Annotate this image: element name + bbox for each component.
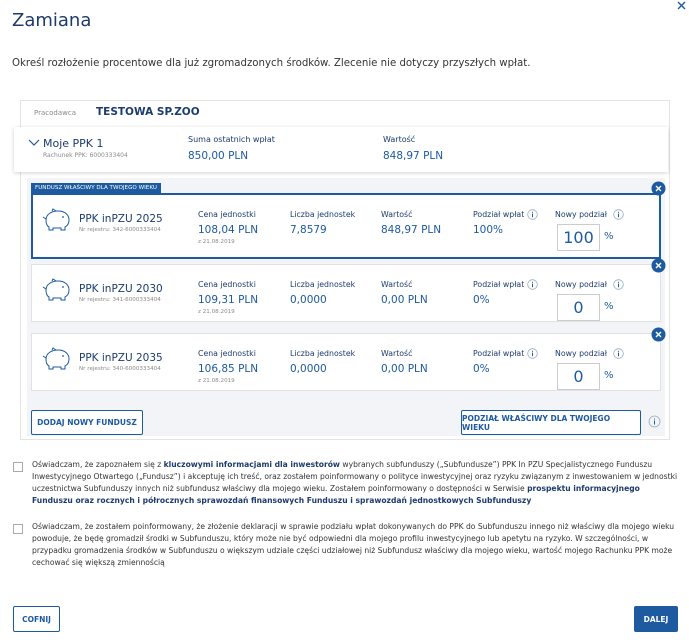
- percent-unit: %: [604, 370, 614, 381]
- fund-name: PPK inPZU 2030: [79, 283, 163, 295]
- consent-link[interactable]: prospektu informacyjnego Funduszu oraz r…: [32, 484, 640, 505]
- percent-unit: %: [604, 301, 614, 312]
- fund-name: PPK inPZU 2025: [79, 213, 163, 225]
- piggy-icon: [42, 347, 70, 370]
- fund-column-label: Nowy podział: [555, 349, 607, 358]
- price-date: z 21.08.2019: [198, 309, 235, 315]
- sum-label: Suma ostatnich wpłat: [188, 135, 275, 144]
- account-value: 848,97 PLN: [383, 150, 444, 162]
- close-button[interactable]: [676, 0, 687, 11]
- info-icon[interactable]: [648, 415, 661, 428]
- fund-column-label: Nowy podział: [555, 210, 607, 219]
- fund-column-value: 848,97 PLN: [381, 224, 442, 236]
- new-split-input[interactable]: 0: [557, 363, 600, 390]
- employer-label: Pracodawca: [34, 109, 76, 117]
- fund-column-label: Liczba jednostek: [290, 280, 356, 289]
- fund-column-label: Podział wpłat: [473, 210, 525, 219]
- fund-column-value: 109,31 PLN: [198, 294, 259, 306]
- fund-column-label: Podział wpłat: [473, 280, 525, 289]
- consent-checkbox[interactable]: [13, 524, 23, 534]
- account-name: Moje PPK 1: [43, 137, 104, 150]
- fund-column-value: 0%: [473, 294, 490, 306]
- piggy-icon: [42, 208, 70, 231]
- expand-chevron[interactable]: [28, 139, 40, 147]
- remove-fund-button[interactable]: [651, 258, 666, 273]
- consent-text: Oświadczam, że zapoznałem się z kluczowy…: [32, 459, 680, 507]
- back-button[interactable]: COFNIJ: [13, 606, 60, 632]
- fund-name: PPK inPZU 2035: [79, 352, 163, 364]
- fund-column-value: 0,0000: [290, 294, 327, 306]
- fund-column-value: 0,00 PLN: [381, 363, 428, 375]
- consent-text-part: wybranych subfunduszy („Subfundusze”) PP…: [32, 460, 678, 493]
- fund-register: Nr rejestru: 341-6000333404: [79, 297, 161, 303]
- fund-column-label: Cena jednostki: [198, 210, 256, 219]
- account-number: Rachunek PPK: 6000333404: [43, 152, 128, 159]
- info-icon[interactable]: [613, 348, 624, 359]
- fund-register: Nr rejestru: 340-6000333404: [79, 366, 161, 372]
- age-fund-badge: FUNDUSZ WŁAŚCIWY DLA TWOJEGO WIEKU: [31, 183, 161, 194]
- info-icon[interactable]: [613, 279, 624, 290]
- consent-checkbox[interactable]: [13, 462, 23, 472]
- fund-column-value: 7,8579: [290, 224, 327, 236]
- info-icon[interactable]: [527, 348, 538, 359]
- piggy-icon: [42, 278, 70, 301]
- fund-column-label: Liczba jednostek: [290, 210, 356, 219]
- fund-register: Nr rejestru: 342-6000333404: [79, 227, 161, 233]
- info-icon[interactable]: [527, 279, 538, 290]
- dialog-title: Zamiana: [12, 10, 92, 31]
- fund-column-label: Liczba jednostek: [290, 349, 356, 358]
- info-icon[interactable]: [613, 209, 624, 220]
- sum-value: 850,00 PLN: [188, 150, 249, 162]
- fund-column-value: 100%: [473, 224, 504, 236]
- fund-column-label: Cena jednostki: [198, 349, 256, 358]
- new-split-input[interactable]: 0: [557, 294, 600, 321]
- fund-card: [31, 264, 661, 322]
- fund-column-value: 108,04 PLN: [198, 224, 259, 236]
- description: Określ rozłożenie procentowe dla już zgr…: [12, 58, 531, 69]
- fund-column-label: Cena jednostki: [198, 280, 256, 289]
- fund-column-value: 106,85 PLN: [198, 363, 259, 375]
- fund-column-value: 0,0000: [290, 363, 327, 375]
- wallet-panel: [20, 100, 670, 440]
- fund-column-label: Wartość: [381, 210, 413, 219]
- remove-fund-button[interactable]: [651, 181, 666, 196]
- consent-link[interactable]: kluczowymi informacjami dla inwestorów: [163, 460, 340, 469]
- value-label: Wartość: [383, 135, 416, 144]
- info-icon[interactable]: [527, 209, 538, 220]
- fund-column-label: Nowy podział: [555, 280, 607, 289]
- price-date: z 21.08.2019: [198, 239, 235, 245]
- employer-value: TESTOWA SP.ZOO: [96, 106, 200, 118]
- age-split-button[interactable]: PODZIAŁ WŁAŚCIWY DLA TWOJEGO WIEKU: [461, 410, 641, 435]
- next-button[interactable]: DALEJ: [634, 606, 678, 632]
- add-fund-button[interactable]: DODAJ NOWY FUNDUSZ: [31, 410, 143, 435]
- fund-column-label: Wartość: [381, 280, 413, 289]
- consent-text: Oświadczam, że zostałem poinformowany, ż…: [32, 521, 680, 569]
- price-date: z 21.08.2019: [198, 378, 235, 384]
- fund-column-value: 0%: [473, 363, 490, 375]
- remove-fund-button[interactable]: [651, 327, 666, 342]
- consent-text-part: Oświadczam, że zostałem poinformowany, ż…: [32, 522, 675, 567]
- fund-column-value: 0,00 PLN: [381, 294, 428, 306]
- fund-card: [31, 193, 661, 259]
- fund-column-label: Wartość: [381, 349, 413, 358]
- fund-column-label: Podział wpłat: [473, 349, 525, 358]
- account-row[interactable]: [14, 127, 668, 172]
- fund-card: [31, 333, 661, 391]
- consent-text-part: Oświadczam, że zapoznałem się z: [32, 460, 164, 469]
- new-split-input[interactable]: 100: [557, 224, 600, 251]
- percent-unit: %: [604, 231, 614, 242]
